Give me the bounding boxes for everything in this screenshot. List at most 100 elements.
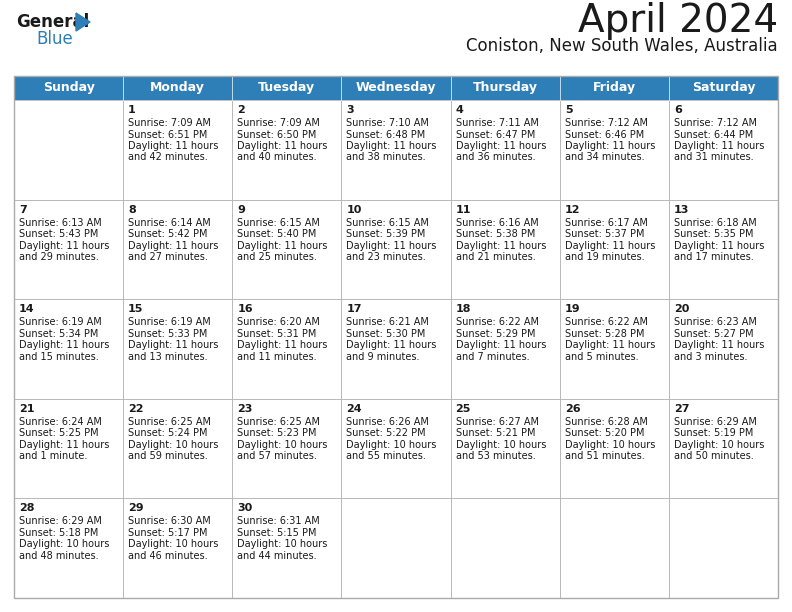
Text: Sunset: 5:43 PM: Sunset: 5:43 PM <box>19 229 98 239</box>
Text: Sunset: 5:27 PM: Sunset: 5:27 PM <box>674 329 753 338</box>
Text: 16: 16 <box>238 304 253 314</box>
Text: Daylight: 11 hours: Daylight: 11 hours <box>455 340 546 350</box>
Bar <box>669 76 778 100</box>
Text: 24: 24 <box>346 404 362 414</box>
Bar <box>451 299 560 399</box>
Text: Sunset: 5:15 PM: Sunset: 5:15 PM <box>238 528 317 538</box>
Text: and 38 minutes.: and 38 minutes. <box>346 152 426 163</box>
Text: Daylight: 11 hours: Daylight: 11 hours <box>455 241 546 250</box>
Text: Sunset: 6:47 PM: Sunset: 6:47 PM <box>455 130 535 140</box>
Text: Sunset: 5:33 PM: Sunset: 5:33 PM <box>128 329 208 338</box>
Polygon shape <box>76 13 90 31</box>
Bar <box>232 76 341 100</box>
Text: 30: 30 <box>238 504 253 513</box>
Text: and 42 minutes.: and 42 minutes. <box>128 152 208 163</box>
Bar <box>560 76 669 100</box>
Text: and 27 minutes.: and 27 minutes. <box>128 252 208 262</box>
Text: Sunset: 5:34 PM: Sunset: 5:34 PM <box>19 329 98 338</box>
Text: Sunrise: 6:14 AM: Sunrise: 6:14 AM <box>128 218 211 228</box>
Text: Daylight: 11 hours: Daylight: 11 hours <box>128 141 219 151</box>
Text: Daylight: 11 hours: Daylight: 11 hours <box>19 440 109 450</box>
Bar <box>669 100 778 200</box>
Text: April 2024: April 2024 <box>578 2 778 40</box>
Text: 7: 7 <box>19 204 27 215</box>
Text: 4: 4 <box>455 105 463 115</box>
Text: Tuesday: Tuesday <box>258 81 315 94</box>
Bar <box>341 100 451 200</box>
Text: Sunrise: 6:15 AM: Sunrise: 6:15 AM <box>238 218 320 228</box>
Text: and 17 minutes.: and 17 minutes. <box>674 252 754 262</box>
Text: Sunrise: 6:31 AM: Sunrise: 6:31 AM <box>238 517 320 526</box>
Bar <box>341 399 451 498</box>
Text: 22: 22 <box>128 404 143 414</box>
Bar <box>669 200 778 299</box>
Text: and 46 minutes.: and 46 minutes. <box>128 551 208 561</box>
Text: Daylight: 11 hours: Daylight: 11 hours <box>238 141 328 151</box>
Text: Sunset: 5:23 PM: Sunset: 5:23 PM <box>238 428 317 438</box>
Text: Sunrise: 6:20 AM: Sunrise: 6:20 AM <box>238 317 320 327</box>
Text: 20: 20 <box>674 304 689 314</box>
Bar <box>341 498 451 598</box>
Text: Sunset: 5:37 PM: Sunset: 5:37 PM <box>565 229 644 239</box>
Bar <box>341 299 451 399</box>
Text: Sunrise: 6:21 AM: Sunrise: 6:21 AM <box>346 317 429 327</box>
Text: Sunrise: 6:16 AM: Sunrise: 6:16 AM <box>455 218 539 228</box>
Text: Thursday: Thursday <box>473 81 538 94</box>
Text: and 23 minutes.: and 23 minutes. <box>346 252 426 262</box>
Bar <box>560 498 669 598</box>
Text: Daylight: 10 hours: Daylight: 10 hours <box>238 440 328 450</box>
Text: and 15 minutes.: and 15 minutes. <box>19 352 99 362</box>
Text: 3: 3 <box>346 105 354 115</box>
Text: Sunrise: 6:24 AM: Sunrise: 6:24 AM <box>19 417 102 427</box>
Bar <box>451 76 560 100</box>
Text: Sunset: 5:29 PM: Sunset: 5:29 PM <box>455 329 535 338</box>
Text: Coniston, New South Wales, Australia: Coniston, New South Wales, Australia <box>466 37 778 55</box>
Text: Daylight: 11 hours: Daylight: 11 hours <box>674 340 764 350</box>
Text: Sunrise: 6:22 AM: Sunrise: 6:22 AM <box>565 317 648 327</box>
Text: Sunset: 5:31 PM: Sunset: 5:31 PM <box>238 329 317 338</box>
Bar <box>560 299 669 399</box>
Bar <box>341 200 451 299</box>
Text: and 44 minutes.: and 44 minutes. <box>238 551 317 561</box>
Text: Sunrise: 6:19 AM: Sunrise: 6:19 AM <box>128 317 211 327</box>
Bar <box>123 399 232 498</box>
Text: and 25 minutes.: and 25 minutes. <box>238 252 317 262</box>
Text: Sunrise: 6:28 AM: Sunrise: 6:28 AM <box>565 417 648 427</box>
Bar <box>123 200 232 299</box>
Text: Sunrise: 6:17 AM: Sunrise: 6:17 AM <box>565 218 648 228</box>
Text: Daylight: 11 hours: Daylight: 11 hours <box>674 241 764 250</box>
Text: Sunset: 5:24 PM: Sunset: 5:24 PM <box>128 428 208 438</box>
Text: Sunrise: 6:25 AM: Sunrise: 6:25 AM <box>238 417 320 427</box>
Text: and 19 minutes.: and 19 minutes. <box>565 252 645 262</box>
Text: Sunrise: 6:29 AM: Sunrise: 6:29 AM <box>674 417 756 427</box>
Text: Daylight: 10 hours: Daylight: 10 hours <box>128 440 219 450</box>
Text: Sunset: 5:18 PM: Sunset: 5:18 PM <box>19 528 98 538</box>
Text: Sunrise: 6:27 AM: Sunrise: 6:27 AM <box>455 417 539 427</box>
Text: Sunset: 6:51 PM: Sunset: 6:51 PM <box>128 130 208 140</box>
Text: Sunset: 6:50 PM: Sunset: 6:50 PM <box>238 130 317 140</box>
Text: 6: 6 <box>674 105 682 115</box>
Text: Monday: Monday <box>150 81 205 94</box>
Text: and 55 minutes.: and 55 minutes. <box>346 451 426 461</box>
Text: Daylight: 11 hours: Daylight: 11 hours <box>674 141 764 151</box>
Text: 8: 8 <box>128 204 136 215</box>
Text: Sunset: 5:39 PM: Sunset: 5:39 PM <box>346 229 426 239</box>
Text: Sunday: Sunday <box>43 81 94 94</box>
Text: Daylight: 11 hours: Daylight: 11 hours <box>346 340 437 350</box>
Text: and 1 minute.: and 1 minute. <box>19 451 87 461</box>
Text: and 53 minutes.: and 53 minutes. <box>455 451 535 461</box>
Text: and 3 minutes.: and 3 minutes. <box>674 352 748 362</box>
Text: Friday: Friday <box>592 81 636 94</box>
Bar <box>14 76 123 100</box>
Bar <box>451 399 560 498</box>
Text: Daylight: 11 hours: Daylight: 11 hours <box>346 241 437 250</box>
Text: Daylight: 11 hours: Daylight: 11 hours <box>565 241 655 250</box>
Text: 9: 9 <box>238 204 246 215</box>
Text: 21: 21 <box>19 404 35 414</box>
Bar <box>123 498 232 598</box>
Text: 29: 29 <box>128 504 144 513</box>
Text: Daylight: 11 hours: Daylight: 11 hours <box>19 340 109 350</box>
Bar <box>451 498 560 598</box>
Text: and 21 minutes.: and 21 minutes. <box>455 252 535 262</box>
Text: Daylight: 10 hours: Daylight: 10 hours <box>346 440 437 450</box>
